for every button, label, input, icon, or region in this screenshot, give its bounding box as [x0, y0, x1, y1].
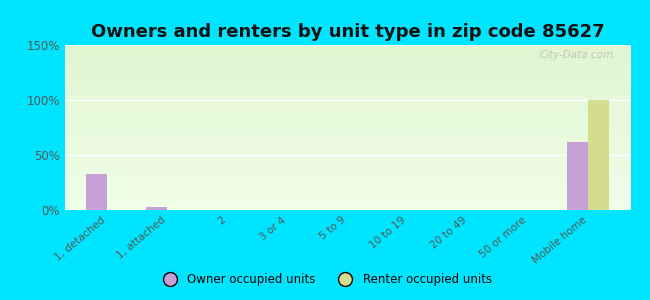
Bar	[86, 174, 107, 210]
Bar	[567, 142, 588, 210]
Text: City-Data.com: City-Data.com	[540, 50, 614, 60]
Bar	[146, 207, 167, 210]
Legend: Owner occupied units, Renter occupied units: Owner occupied units, Renter occupied un…	[153, 269, 497, 291]
Title: Owners and renters by unit type in zip code 85627: Owners and renters by unit type in zip c…	[91, 23, 604, 41]
Bar	[588, 100, 610, 210]
